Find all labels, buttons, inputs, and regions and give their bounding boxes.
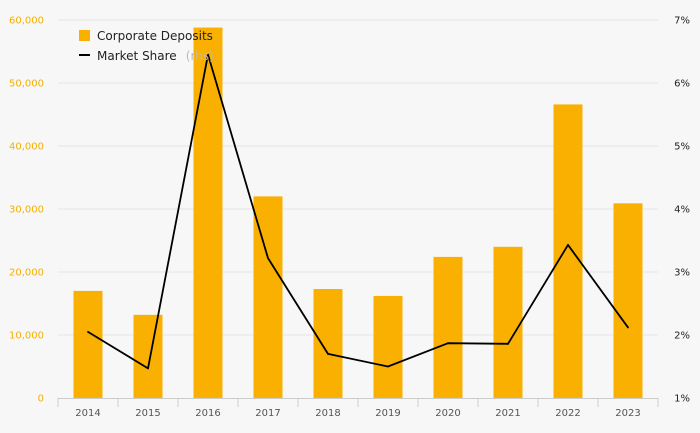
legend-label-market-share: Market Share (rhs) <box>97 45 214 64</box>
market-share-point <box>627 326 629 329</box>
x-tick-label: 2022 <box>555 408 580 419</box>
bar <box>553 104 583 399</box>
y-left-tick-label: 60,000 <box>9 16 44 27</box>
bar <box>613 203 643 398</box>
market-share-point <box>387 365 389 368</box>
x-tick-label: 2018 <box>315 408 340 419</box>
legend-label-market-share-suffix: (rhs) <box>186 49 214 63</box>
bar <box>73 290 103 398</box>
market-share-point <box>507 342 509 345</box>
x-tick-label: 2017 <box>255 408 280 419</box>
bar <box>493 246 523 398</box>
bar <box>373 295 403 398</box>
y-right-tick-label: 7% <box>674 16 690 27</box>
market-share-point <box>447 342 449 345</box>
bar <box>133 314 163 398</box>
y-right-tick-label: 2% <box>674 331 690 342</box>
bar <box>433 256 463 398</box>
y-axis-right: 1% 2% 3% 4% 5% 6% 7% <box>674 16 690 405</box>
y-right-tick-label: 6% <box>674 79 690 90</box>
x-tick-label: 2015 <box>135 408 160 419</box>
market-share-point <box>147 367 149 370</box>
market-share-line <box>87 53 629 370</box>
market-share-point <box>267 257 269 260</box>
bar <box>193 27 223 399</box>
x-tick-label: 2019 <box>375 408 400 419</box>
x-tick-label: 2023 <box>615 408 640 419</box>
y-right-tick-label: 4% <box>674 205 690 216</box>
y-left-tick-label: 0 <box>38 394 44 405</box>
legend-label-corporate-deposits: Corporate Deposits <box>97 29 213 43</box>
y-left-tick-label: 10,000 <box>9 331 44 342</box>
x-axis: 2014 2015 2016 2017 2018 2019 2020 2021 2022 2023 <box>57 398 659 419</box>
y-right-tick-label: 1% <box>674 394 690 405</box>
bar <box>313 289 343 398</box>
y-left-tick-label: 30,000 <box>9 205 44 216</box>
x-tick-label: 2021 <box>495 408 520 419</box>
legend-label-market-share-name: Market Share <box>97 49 177 63</box>
bars <box>73 27 643 399</box>
market-share-point <box>207 53 209 56</box>
market-share-point <box>567 244 569 246</box>
y-right-tick-label: 5% <box>674 142 690 153</box>
legend-swatch-corporate-deposits <box>79 30 90 41</box>
x-tick-label: 2016 <box>195 408 220 419</box>
x-tick-label: 2014 <box>75 408 100 419</box>
y-right-tick-label: 3% <box>674 268 690 279</box>
market-share-point <box>327 353 329 355</box>
bar <box>253 196 283 398</box>
market-share-point <box>87 330 89 333</box>
legend: Corporate Deposits Market Share (rhs) <box>79 29 214 64</box>
market-share-polyline <box>87 53 629 370</box>
x-tick-label: 2020 <box>435 408 460 419</box>
y-left-tick-label: 40,000 <box>9 142 44 153</box>
y-axis-left: 0 10,000 20,000 30,000 40,000 50,000 60,000 <box>9 16 44 405</box>
y-left-tick-label: 20,000 <box>9 268 44 279</box>
y-left-tick-label: 50,000 <box>9 79 44 90</box>
